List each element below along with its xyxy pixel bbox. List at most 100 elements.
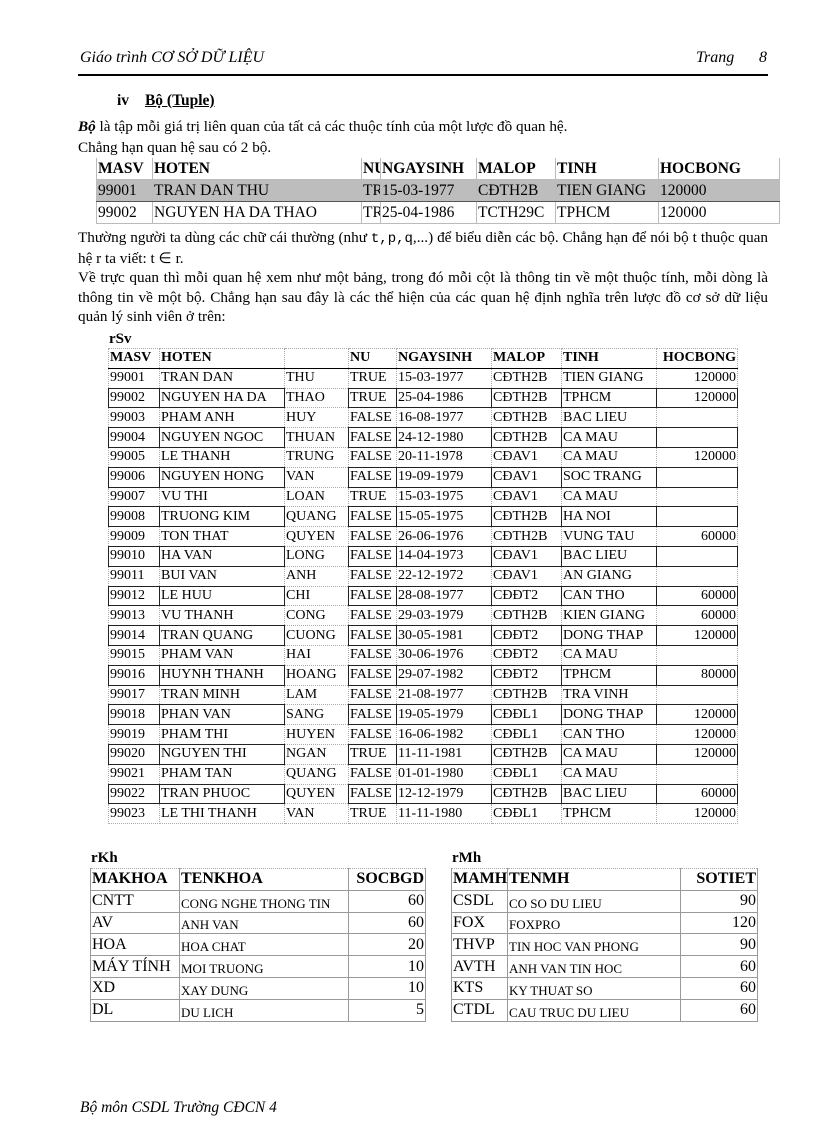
table-cell: 120000 — [656, 446, 738, 468]
table-cell: TIEN GIANG — [561, 367, 657, 389]
table-row: FOX FOXPRO 120 — [451, 911, 758, 935]
paragraph-visual: Về trực quan thì mỗi quan hệ xem như một… — [78, 269, 768, 325]
table-cell: TIN HOC VAN PHONG — [507, 933, 681, 957]
table-cell: CUONG — [284, 625, 349, 646]
table-cell: TRAN DAN THU — [152, 179, 362, 202]
table-cell: NGUYEN THI — [159, 743, 285, 765]
table-cell: FALSE — [348, 704, 397, 726]
table-cell: DONG THAP — [561, 625, 657, 646]
table-cell: 99010 — [108, 545, 160, 567]
table-cell: CĐAV1 — [491, 565, 562, 587]
header-rule — [78, 74, 768, 76]
table-cell: CĐTH2B — [491, 506, 562, 528]
column-header: MASV — [108, 348, 160, 369]
table-cell: QUYEN — [284, 526, 349, 547]
table-cell: FALSE — [348, 506, 397, 528]
table-cell: CĐĐL1 — [491, 704, 562, 726]
section-heading: iv Bộ (Tuple) — [117, 92, 215, 110]
table-cell: 10 — [348, 976, 426, 1000]
table-cell: CĐĐT2 — [491, 644, 562, 666]
table-cell: BAC LIEU — [561, 545, 657, 567]
table-cell: 120000 — [656, 724, 738, 745]
table-cell: 22-12-1972 — [396, 565, 492, 587]
table-cell: LOAN — [284, 486, 349, 508]
table-cell: CHI — [284, 585, 349, 607]
table-cell: SOC TRANG — [561, 466, 657, 488]
section-number: iv — [117, 92, 130, 109]
paragraph-notation: Thường người ta dùng các chữ cái thường … — [78, 228, 768, 268]
column-header: MAKHOA — [90, 868, 180, 891]
table-cell — [656, 644, 738, 666]
rkh-label: rKh — [91, 850, 118, 866]
table-row: 99012 LE HUU CHI FALSE 28-08-1977 CĐĐT2 CAN TH… — [108, 585, 738, 607]
table-row: 99009 TON THAT QUYEN FALSE 26-06-1976 CĐTH2B V… — [108, 526, 738, 547]
table-cell: 11-11-1980 — [396, 803, 492, 825]
table-cell: CĐĐT2 — [491, 664, 562, 686]
table-cell: 15-03-1975 — [396, 486, 492, 508]
table-cell: 28-08-1977 — [396, 585, 492, 607]
table-cell: 99004 — [108, 427, 160, 448]
table-cell: 21-08-1977 — [396, 684, 492, 706]
table-cell: CĐTH2B — [491, 783, 562, 805]
header-page-label: Trang — [696, 49, 735, 66]
table-cell: THUAN — [284, 427, 349, 448]
table-row: 99003 PHAM ANH HUY FALSE 16-08-1977 CĐTH2B BAC… — [108, 407, 738, 429]
column-header: HOCBONG — [658, 158, 780, 180]
table-row: XD XAY DUNG 10 — [90, 976, 426, 1000]
table-cell: 99019 — [108, 724, 160, 745]
table-cell: THU — [284, 367, 349, 389]
table-cell: TPHCM — [561, 664, 657, 686]
table-cell: KTS — [451, 976, 508, 1000]
paragraph-example-intro: Chẳng hạn quan hệ sau có 2 bộ. — [78, 139, 272, 156]
table-cell: DU LICH — [179, 998, 349, 1022]
table-cell: FALSE — [348, 526, 397, 547]
table-cell: VUNG TAU — [561, 526, 657, 547]
table-cell: FALSE — [348, 545, 397, 567]
table-cell: FALSE — [348, 664, 397, 686]
table-cell: VU THI — [159, 486, 285, 508]
table-cell: TCTH29C — [476, 201, 556, 224]
table-cell: 120000 — [656, 387, 738, 409]
table-cell: QUANG — [284, 506, 349, 528]
term-bo: Bộ — [78, 118, 96, 135]
table-cell: CĐĐL1 — [491, 724, 562, 745]
column-header: MALOP — [491, 348, 562, 369]
table-cell: KIEN GIANG — [561, 605, 657, 627]
table-cell: DL — [90, 998, 180, 1022]
table-row: MÁY TÍNH MOI TRUONG 10 — [90, 955, 426, 978]
table-row: 99002 NGUYEN HA DA THAO TRUE 25-04-1986 CĐTH2… — [108, 387, 738, 409]
table-cell — [656, 763, 738, 785]
table-cell: CSDL — [451, 889, 508, 913]
table-cell: 25-04-1986 — [380, 201, 477, 224]
table-cell: CA MAU — [561, 446, 657, 468]
table-row: AVTH ANH VAN TIN HOC 60 — [451, 955, 758, 978]
table-cell: 5 — [348, 998, 426, 1022]
table-cell: 99007 — [108, 486, 160, 508]
table-cell: CĐĐT2 — [491, 625, 562, 646]
table-cell: FALSE — [348, 466, 397, 488]
table-cell: HOANG — [284, 664, 349, 686]
table-cell: TRUE — [348, 486, 397, 508]
table-cell: TRUE — [361, 201, 381, 224]
table-cell: 120000 — [656, 704, 738, 726]
header-page-number: 8 — [759, 49, 767, 66]
rmh-table: MAMH TENMH SOTIET CSDL CO SO DU LIEU 90 FOX FOX… — [451, 868, 758, 1022]
table-cell: BAC LIEU — [561, 783, 657, 805]
table-cell: NGUYEN HA DA — [159, 387, 285, 409]
table-cell: TPHCM — [561, 803, 657, 825]
notation-code: t,p,q — [370, 231, 413, 247]
section-title: Bộ (Tuple) — [144, 92, 215, 109]
header-row: MAKHOA TENKHOA SOCBGD — [90, 868, 426, 891]
table-row: AV ANH VAN 60 — [90, 911, 426, 935]
table-cell: 14-04-1973 — [396, 545, 492, 567]
table-cell: FALSE — [348, 446, 397, 468]
table-cell: 19-09-1979 — [396, 466, 492, 488]
table-cell: 24-12-1980 — [396, 427, 492, 448]
table-cell: HA NOI — [561, 506, 657, 528]
table-cell: CĐĐL1 — [491, 803, 562, 825]
table-cell: LE HUU — [159, 585, 285, 607]
table-cell: 120000 — [658, 179, 780, 202]
table-row: 99022 TRAN PHUOC QUYEN FALSE 12-12-1979 CĐTH2… — [108, 783, 738, 805]
table-cell: 99020 — [108, 743, 160, 765]
table-cell: NGUYEN NGOC — [159, 427, 285, 448]
